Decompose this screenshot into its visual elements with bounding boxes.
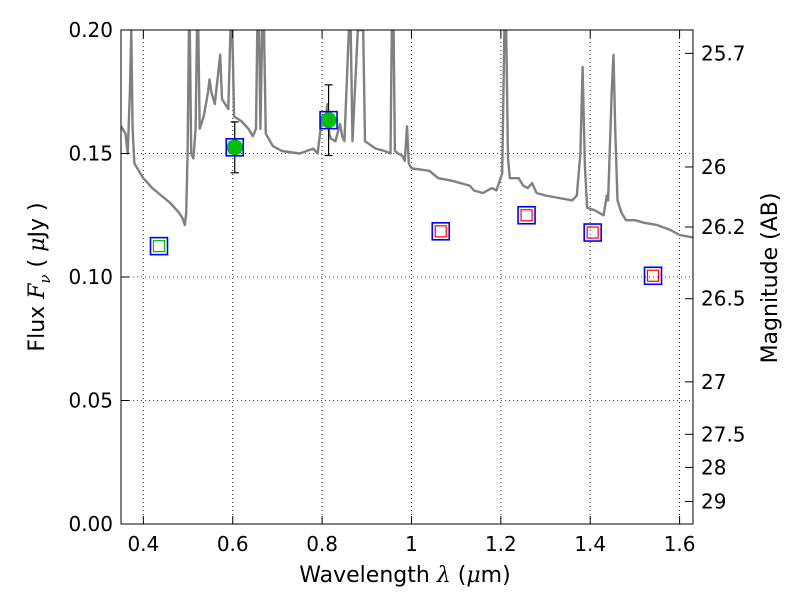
right-tick-label: 26.5 bbox=[701, 287, 746, 311]
spectrum-line bbox=[121, 30, 693, 239]
observed-point bbox=[320, 112, 337, 129]
y-tick-label: 0.05 bbox=[68, 389, 113, 413]
right-tick-label: 25.7 bbox=[701, 41, 746, 65]
x-tick-label: 0.6 bbox=[217, 532, 249, 556]
model-box-inner bbox=[646, 269, 660, 282]
right-tick-label: 26 bbox=[701, 155, 726, 179]
model-box-inner bbox=[586, 226, 599, 239]
observed-point bbox=[226, 139, 243, 156]
observed-points bbox=[226, 84, 337, 174]
model-box-outer bbox=[431, 222, 451, 241]
model-photometry-boxes bbox=[149, 110, 663, 286]
x-axis-label: Wavelength λ (μm) bbox=[299, 563, 510, 588]
y-tick-label: 0.00 bbox=[68, 512, 113, 536]
x-axis-ticks: 0.4 0.6 0.8 1 1.2 1.4 1.6 bbox=[127, 30, 696, 556]
right-tick-label: 26.2 bbox=[701, 215, 746, 239]
model-box-inner bbox=[322, 114, 335, 127]
model-box-outer bbox=[319, 110, 338, 130]
right-tick-label: 27.5 bbox=[701, 422, 746, 446]
model-box-outer bbox=[149, 236, 169, 256]
model-box-outer bbox=[517, 205, 536, 225]
x-tick-label: 1.2 bbox=[485, 532, 517, 556]
x-tick-label: 0.4 bbox=[127, 532, 159, 556]
model-box-inner bbox=[152, 240, 166, 253]
x-tick-label: 1.4 bbox=[574, 532, 606, 556]
y-tick-label: 0.10 bbox=[68, 265, 113, 289]
y-axis-ticks: 0.00 0.05 0.10 0.15 0.20 bbox=[68, 18, 129, 536]
model-box-inner bbox=[520, 209, 533, 222]
y-axis-label: Flux Fν ( μJy ) bbox=[25, 202, 54, 351]
model-box-outer bbox=[225, 138, 245, 157]
model-box-inner bbox=[434, 225, 447, 238]
y-tick-label: 0.15 bbox=[68, 142, 113, 166]
model-box-outer bbox=[583, 223, 602, 242]
model-box-inner bbox=[228, 141, 241, 154]
x-tick-label: 1.6 bbox=[664, 532, 696, 556]
right-axis-ticks: 25.7 26 26.2 26.5 27 27.5 28 29 bbox=[685, 41, 746, 513]
x-tick-label: 0.8 bbox=[306, 532, 338, 556]
y-tick-label: 0.20 bbox=[68, 18, 113, 42]
grid bbox=[121, 30, 693, 524]
x-tick-label: 1 bbox=[405, 532, 418, 556]
model-box-outer bbox=[643, 266, 663, 286]
right-tick-label: 29 bbox=[701, 489, 726, 513]
right-tick-label: 27 bbox=[701, 370, 726, 394]
right-axis-label: Magnitude (AB) bbox=[758, 193, 783, 364]
right-tick-label: 28 bbox=[701, 455, 726, 479]
model-spectrum bbox=[121, 30, 693, 239]
